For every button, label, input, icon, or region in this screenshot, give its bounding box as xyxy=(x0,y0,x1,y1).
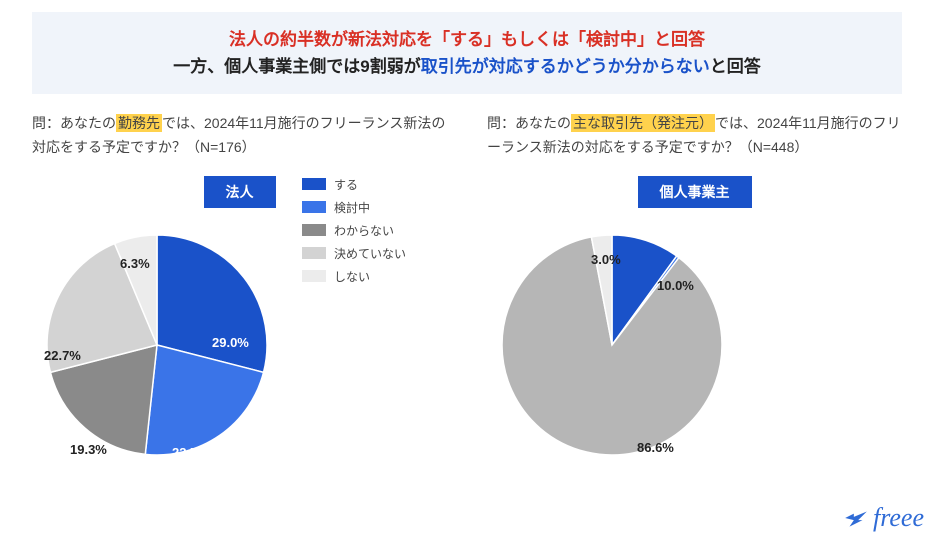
logo-text: freee xyxy=(873,503,924,533)
logo-freee: freee xyxy=(843,503,924,533)
legend-label: わからない xyxy=(334,222,394,239)
header-l2-blue: 取引先が対応するかどうか分からない xyxy=(421,57,710,76)
header-red: 法人の約半数が新法対応を「する」もしくは「検討中」と回答 xyxy=(229,30,705,49)
slice-pct-label: 29.0% xyxy=(212,335,249,350)
legend-label: する xyxy=(334,176,358,193)
right-badge: 個人事業主 xyxy=(638,176,752,208)
legend-row: する xyxy=(302,176,406,193)
legend-row: しない xyxy=(302,268,406,285)
right-panel: 問：あなたの主な取引先（発注元）では、2024年11月施行のフリーランス新法の対… xyxy=(487,112,902,496)
legend-row: 決めていない xyxy=(302,245,406,262)
legend-label: 検討中 xyxy=(334,199,370,216)
slice-pct-label: 22.7% xyxy=(172,445,209,460)
slice-pct-label: 6.3% xyxy=(120,256,150,271)
legend-swatch xyxy=(302,224,326,236)
header-l2-b: と回答 xyxy=(710,57,761,76)
left-q-a: 問：あなたの xyxy=(32,115,116,131)
left-badge: 法人 xyxy=(204,176,276,208)
content-row: 問：あなたの勤務先では、2024年11月施行のフリーランス新法の対応をする予定で… xyxy=(0,94,934,496)
left-q-highlight: 勤務先 xyxy=(116,114,162,132)
bird-icon xyxy=(843,505,869,531)
legend-label: しない xyxy=(334,268,370,285)
header-line-2: 一方、個人事業主側では9割弱が取引先が対応するかどうか分からないと回答 xyxy=(52,53,882,80)
slice-pct-label: 10.0% xyxy=(657,278,694,293)
slice-pct-label: 86.6% xyxy=(637,440,674,455)
legend-swatch xyxy=(302,201,326,213)
right-pie: 10.0% 86.6% 3.0% xyxy=(487,220,737,470)
right-q-highlight: 主な取引先（発注元） xyxy=(571,114,715,132)
legend-label: 決めていない xyxy=(334,245,406,262)
slice-pct-label: 3.0% xyxy=(591,252,621,267)
right-question: 問：あなたの主な取引先（発注元）では、2024年11月施行のフリーランス新法の対… xyxy=(487,112,902,160)
slice-pct-label: 19.3% xyxy=(70,442,107,457)
legend-swatch xyxy=(302,178,326,190)
legend-swatch xyxy=(302,247,326,259)
header-l2-a: 一方、個人事業主側では9割弱が xyxy=(173,57,420,76)
left-question: 問：あなたの勤務先では、2024年11月施行のフリーランス新法の対応をする予定で… xyxy=(32,112,447,160)
left-pie: 29.0% 22.7% 19.3% 22.7% 6.3% xyxy=(32,220,282,470)
left-panel: 問：あなたの勤務先では、2024年11月施行のフリーランス新法の対応をする予定で… xyxy=(32,112,447,496)
slice-pct-label: 22.7% xyxy=(44,348,81,363)
right-chart-area: 個人事業主 10.0% 86.6% 3.0% xyxy=(487,176,902,496)
right-q-a: 問：あなたの xyxy=(487,115,571,131)
left-chart-area: 法人 29.0% 22.7% 19.3% 22.7% 6.3% する検討中わからない決め… xyxy=(32,176,447,496)
legend-row: わからない xyxy=(302,222,406,239)
legend: する検討中わからない決めていないしない xyxy=(302,176,406,291)
header-box: 法人の約半数が新法対応を「する」もしくは「検討中」と回答 一方、個人事業主側では… xyxy=(32,12,902,94)
header-line-1: 法人の約半数が新法対応を「する」もしくは「検討中」と回答 xyxy=(52,26,882,53)
legend-row: 検討中 xyxy=(302,199,406,216)
legend-swatch xyxy=(302,270,326,282)
